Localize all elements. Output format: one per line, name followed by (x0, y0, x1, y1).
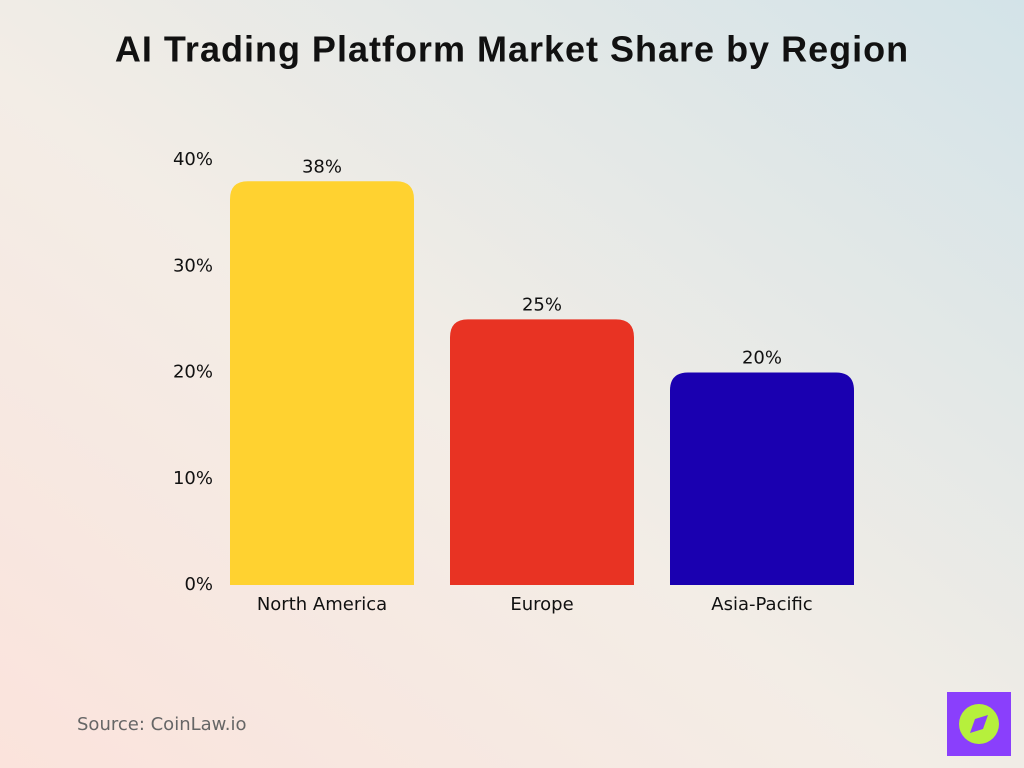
logo-needle (970, 715, 988, 733)
x-tick-label: Asia-Pacific (711, 594, 812, 615)
y-tick-label: 30% (173, 255, 213, 276)
x-tick-label: North America (257, 594, 387, 615)
value-label: 20% (742, 348, 782, 369)
y-tick-label: 0% (184, 574, 213, 595)
bar (230, 181, 414, 585)
y-tick-label: 20% (173, 362, 213, 383)
bar (450, 319, 634, 585)
logo (947, 692, 1011, 756)
source: Source: CoinLaw.io (77, 714, 246, 735)
x-tick-label: Europe (510, 594, 573, 615)
value-label: 25% (522, 294, 562, 315)
y-tick-label: 10% (173, 468, 213, 489)
y-tick-label: 40% (173, 149, 213, 170)
value-label: 38% (302, 156, 342, 177)
chart-title: AI Trading Platform Market Share by Regi… (115, 29, 909, 70)
bar (670, 372, 854, 585)
